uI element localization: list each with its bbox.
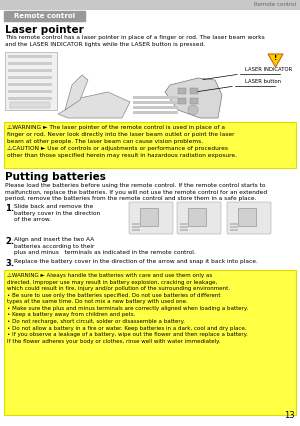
Text: Slide back and remove the
battery cover in the direction
of the arrow.: Slide back and remove the battery cover … — [14, 204, 100, 222]
Text: Laser pointer: Laser pointer — [5, 25, 84, 35]
Polygon shape — [58, 92, 130, 118]
Polygon shape — [65, 75, 88, 110]
Bar — [0, 0, 300, 10]
Bar — [190, 88, 198, 94]
Text: !: ! — [274, 55, 277, 61]
Bar — [8, 90, 52, 93]
Bar — [10, 102, 50, 108]
FancyBboxPatch shape — [227, 202, 271, 234]
Bar — [8, 62, 52, 65]
Bar — [8, 69, 52, 72]
Bar — [190, 98, 198, 104]
Bar — [8, 83, 52, 86]
Text: 2.: 2. — [5, 237, 14, 246]
Bar — [180, 229, 188, 230]
Bar — [230, 223, 238, 225]
Bar — [188, 208, 206, 226]
Bar — [133, 106, 178, 109]
Bar — [133, 96, 178, 98]
Text: This remote control has a laser pointer in place of a finger or rod. The laser b: This remote control has a laser pointer … — [5, 35, 265, 46]
Text: LASER INDICATOR: LASER INDICATOR — [245, 67, 292, 72]
Bar — [230, 229, 238, 230]
Bar — [8, 55, 52, 58]
Text: 13: 13 — [284, 411, 295, 420]
Circle shape — [188, 105, 198, 115]
FancyBboxPatch shape — [4, 11, 86, 22]
Text: 3.: 3. — [5, 259, 14, 268]
Bar — [133, 111, 178, 113]
Bar — [4, 122, 296, 168]
Text: Replace the battery cover in the direction of the arrow and snap it back into pl: Replace the battery cover in the directi… — [14, 259, 258, 264]
Bar — [8, 97, 52, 100]
Bar — [5, 52, 57, 110]
Bar — [178, 98, 186, 104]
Bar — [178, 88, 186, 94]
Polygon shape — [268, 54, 283, 67]
Bar — [180, 223, 188, 225]
Text: ⚠WARNING ► The laser pointer of the remote control is used in place of a
finger : ⚠WARNING ► The laser pointer of the remo… — [7, 125, 237, 158]
Text: 1.: 1. — [5, 204, 14, 213]
FancyBboxPatch shape — [129, 202, 173, 234]
Bar — [133, 101, 178, 104]
Bar — [8, 76, 52, 79]
FancyBboxPatch shape — [177, 202, 221, 234]
Text: Align and insert the two AA
batteries according to their
plus and minus   termin: Align and insert the two AA batteries ac… — [14, 237, 196, 255]
Polygon shape — [165, 78, 222, 118]
Bar — [238, 208, 256, 226]
Text: Remote control: Remote control — [254, 3, 296, 8]
Text: Putting batteries: Putting batteries — [5, 172, 106, 182]
Bar — [132, 223, 140, 225]
Text: Please load the batteries before using the remote control. If the remote control: Please load the batteries before using t… — [5, 183, 267, 201]
Text: Remote control: Remote control — [14, 14, 76, 20]
Text: ⚠WARNING ► Always handle the batteries with care and use them only as
directed. : ⚠WARNING ► Always handle the batteries w… — [7, 273, 248, 343]
Bar — [132, 229, 140, 230]
Bar — [230, 226, 238, 227]
Bar — [180, 226, 188, 227]
Bar — [4, 270, 296, 415]
Bar — [140, 208, 158, 226]
Text: LASER button: LASER button — [245, 79, 281, 84]
Bar — [132, 226, 140, 227]
